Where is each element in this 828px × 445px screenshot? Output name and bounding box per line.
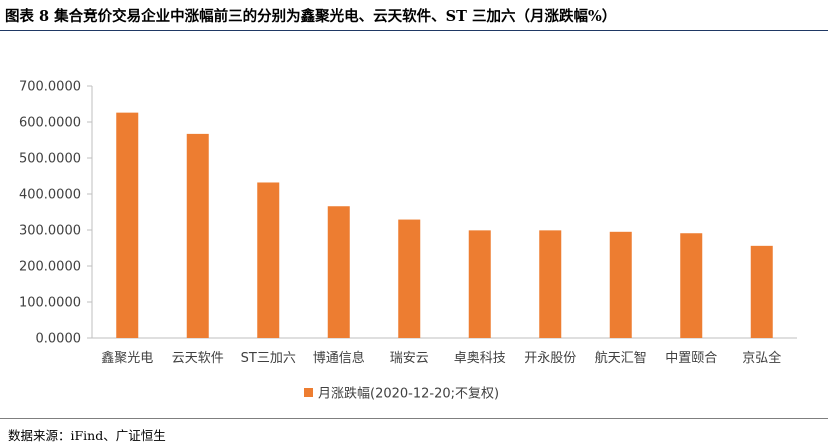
bar (398, 219, 421, 338)
y-tick-label: 600.0000 (19, 116, 81, 131)
legend-swatch (304, 388, 313, 397)
footer-divider (0, 418, 828, 419)
bar (609, 231, 632, 338)
bar (257, 182, 280, 338)
bar-chart: 0.0000 100.0000 200.0000 300.0000 400.0000 50… (19, 80, 797, 402)
y-tick-label: 400.0000 (19, 188, 81, 203)
y-tick-label: 700.0000 (19, 80, 81, 95)
chart-title: 图表 8 集合竞价交易企业中涨幅前三的分别为鑫聚光电、云天软件、ST 三加六（月… (5, 8, 617, 25)
x-tick-label: 中置颐合 (665, 351, 717, 366)
y-tick-label: 200.0000 (19, 260, 81, 275)
y-tick-label: 100.0000 (19, 296, 81, 311)
x-tick-label: 京弘全 (742, 350, 781, 366)
x-tick-label: ST三加六 (241, 351, 296, 366)
x-tick-label: 卓奥科技 (454, 351, 506, 366)
x-tick-label: 航天汇智 (595, 350, 647, 366)
y-tick-label: 300.0000 (19, 224, 81, 239)
bar (539, 230, 562, 338)
x-tick-label: 鑫聚光电 (101, 350, 153, 366)
source-note: 数据来源：iFind、广证恒生 (8, 428, 166, 443)
y-tick-label: 0.0000 (36, 332, 82, 347)
legend-label: 月涨跌幅(2020-12-20;不复权) (318, 386, 499, 402)
x-tick-label: 开永股份 (524, 351, 576, 366)
bar (468, 230, 491, 338)
bar (327, 206, 350, 338)
bar (186, 133, 209, 338)
bar (116, 112, 139, 338)
x-tick-label: 瑞安云 (390, 351, 429, 366)
x-tick-label: 博通信息 (313, 350, 365, 366)
bar (750, 245, 773, 338)
x-tick-label: 云天软件 (172, 351, 224, 366)
title-bar: 图表 8 集合竞价交易企业中涨幅前三的分别为鑫聚光电、云天软件、ST 三加六（月… (0, 0, 828, 31)
bar (680, 233, 703, 338)
y-tick-label: 500.0000 (19, 152, 81, 167)
